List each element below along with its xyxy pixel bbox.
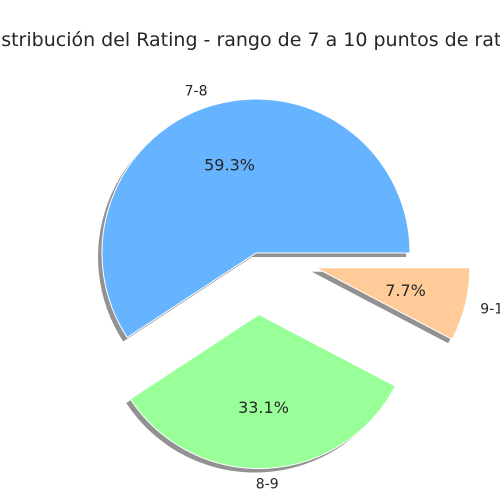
slice-7-8-percent-label: 59.3% <box>204 155 255 174</box>
slice-7-8 <box>101 98 411 339</box>
slice-9-10 <box>315 267 471 340</box>
pie-slices <box>101 98 471 470</box>
slice-9-10-percent-label: 7.7% <box>385 281 426 300</box>
slice-7-8-category-label: 7-8 <box>185 84 208 100</box>
slice-9-10-category-label: 9-10 <box>480 301 500 317</box>
slice-8-9-percent-label: 33.1% <box>238 398 289 417</box>
pie-labels: 7-8 59.3% 8-9 33.1% 9-10 7.7% <box>185 84 500 493</box>
slice-8-9 <box>129 313 397 470</box>
chart-title: Distribución del Rating - rango de 7 a 1… <box>0 29 500 51</box>
slice-8-9-category-label: 8-9 <box>256 477 279 493</box>
